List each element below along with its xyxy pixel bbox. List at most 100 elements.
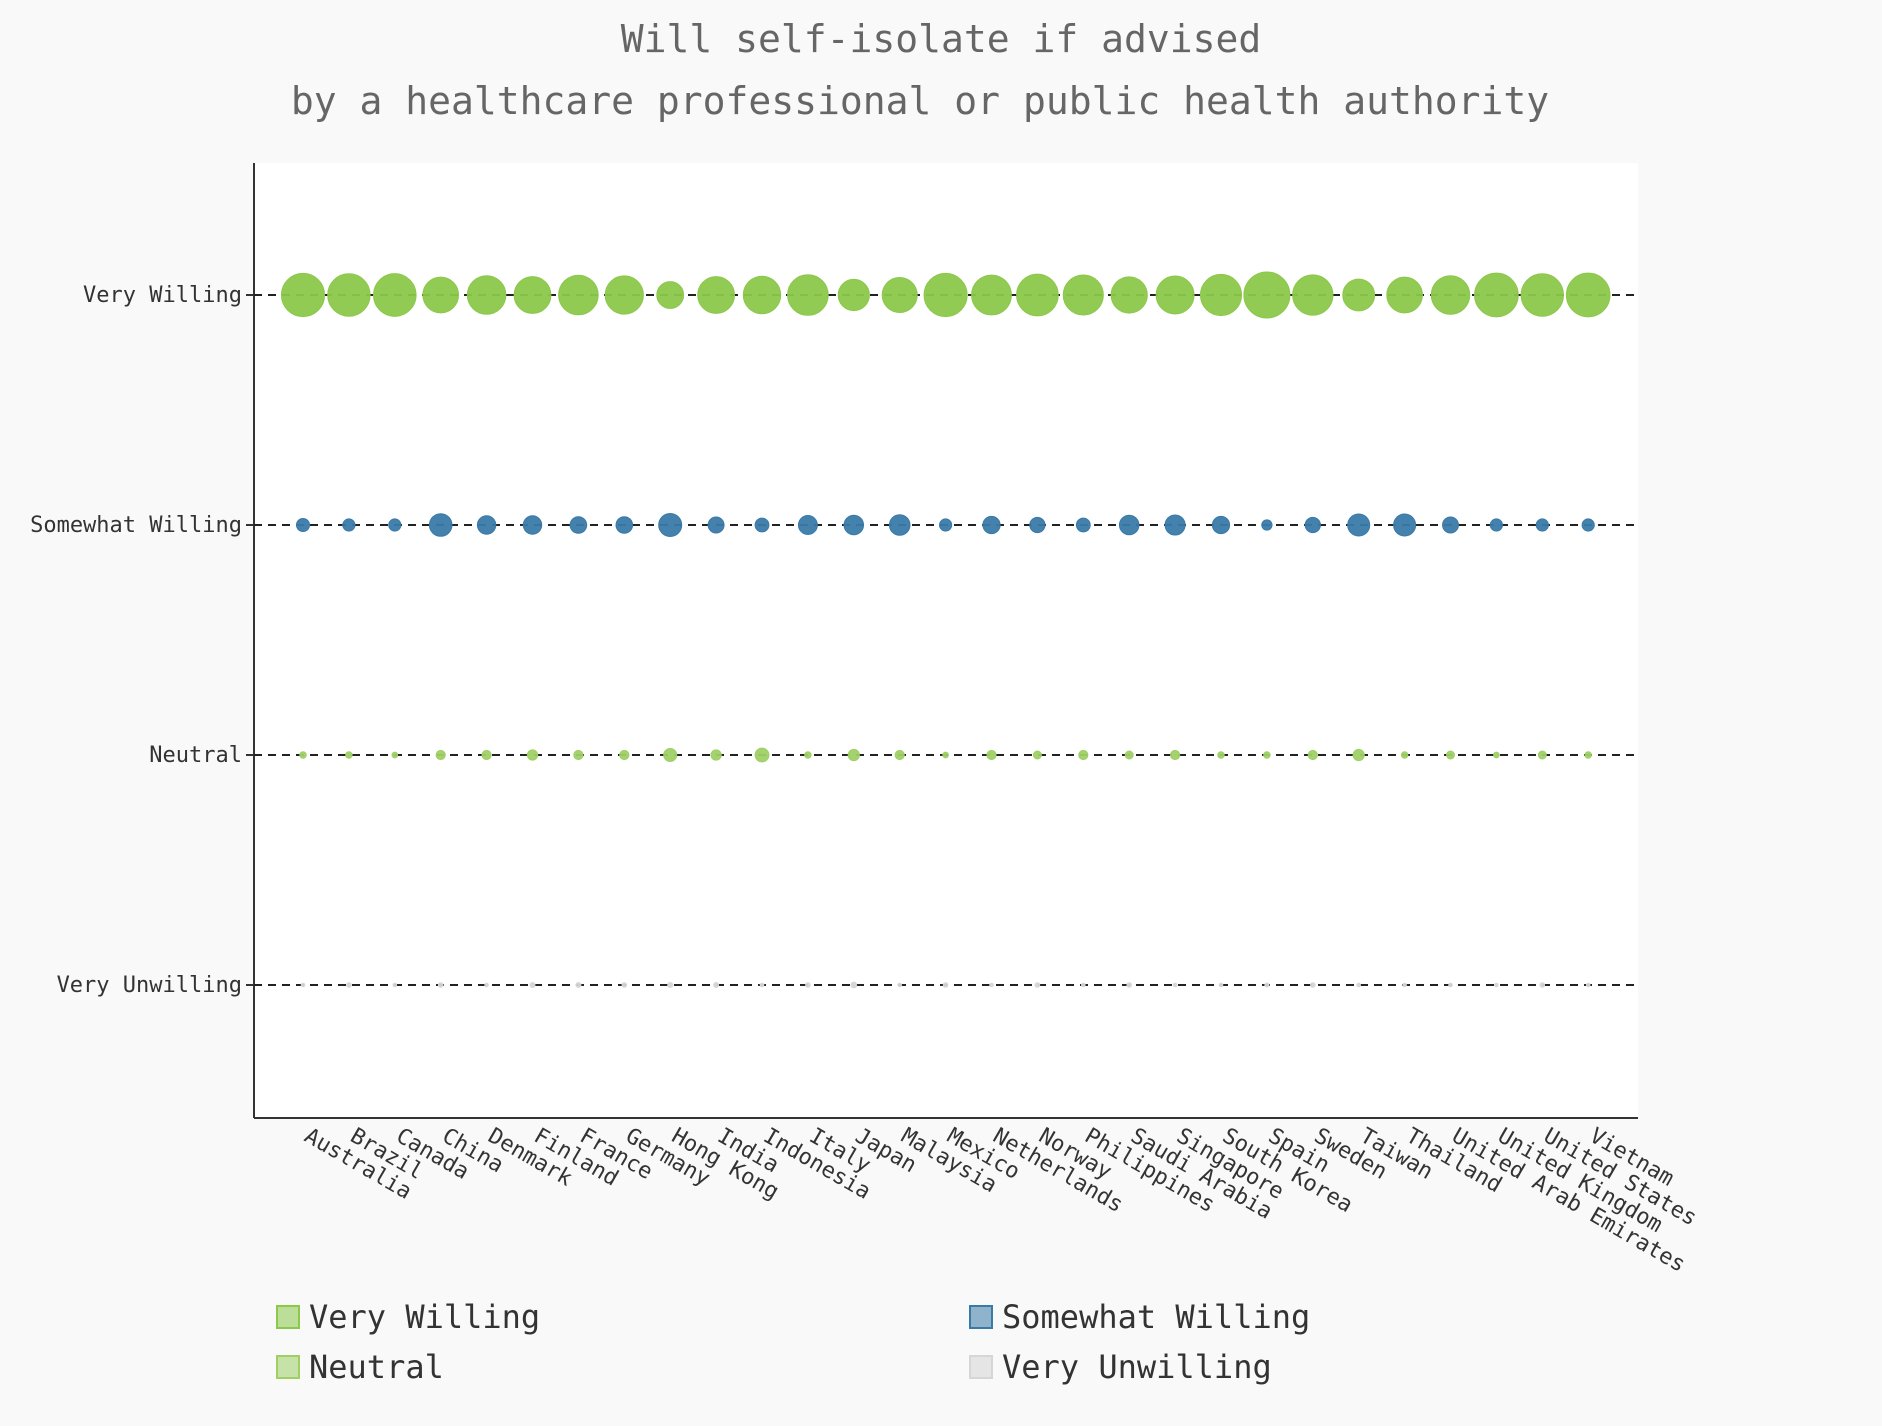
data-point: [986, 749, 997, 761]
data-point: [656, 281, 685, 309]
data-point: [1581, 518, 1595, 532]
data-point: [1217, 751, 1225, 759]
x-tick-labels: AustraliaBrazilCanadaChinaDenmarkFinland…: [300, 1124, 1701, 1278]
legend-label: Neutral: [309, 1348, 444, 1386]
data-point: [1016, 273, 1059, 317]
legend: Very Willing Somewhat Willing Neutral Very …: [276, 1298, 1310, 1386]
data-point: [1170, 749, 1181, 761]
data-point: [569, 516, 588, 534]
data-point: [1356, 982, 1361, 988]
data-point: [1243, 271, 1291, 319]
data-point: [837, 278, 870, 312]
data-point: [1402, 982, 1407, 988]
data-point: [1430, 275, 1471, 315]
y-tick-label: Neutral: [149, 743, 242, 768]
data-point: [388, 518, 402, 532]
data-point: [481, 749, 492, 761]
data-point: [1520, 273, 1565, 317]
data-point: [1155, 275, 1195, 315]
data-point: [1124, 750, 1134, 760]
chart-subtitle: by a healthcare professional or public h…: [291, 79, 1549, 123]
legend-label: Somewhat Willing: [1002, 1298, 1310, 1336]
data-point: [850, 981, 858, 989]
data-point: [1126, 982, 1132, 988]
data-point: [372, 273, 417, 317]
data-point: [619, 749, 630, 761]
data-point: [1537, 750, 1547, 760]
data-point: [942, 751, 949, 759]
data-point: [1075, 517, 1091, 533]
y-tick-labels: Very Willing Somewhat Willing Neutral Very …: [30, 283, 254, 998]
data-point: [759, 982, 765, 988]
data-point: [923, 272, 968, 318]
legend-swatch: [276, 1305, 300, 1329]
data-point: [466, 275, 507, 315]
data-point: [804, 751, 812, 759]
legend-label: Very Willing: [309, 1298, 540, 1336]
data-point: [526, 749, 539, 761]
data-point: [713, 981, 720, 989]
data-point: [1199, 273, 1243, 317]
data-point: [295, 517, 311, 533]
data-point: [484, 982, 489, 988]
data-point: [342, 518, 356, 532]
data-point: [939, 518, 953, 532]
chart-title: Will self-isolate if advised: [621, 17, 1262, 61]
series-1: [295, 513, 1595, 537]
data-point: [754, 517, 770, 533]
data-point: [1565, 272, 1611, 318]
data-point: [805, 982, 811, 988]
legend-swatch: [969, 1305, 993, 1329]
data-point: [667, 981, 674, 989]
data-point: [1584, 751, 1592, 759]
data-point: [1264, 982, 1270, 988]
legend-swatch: [969, 1355, 993, 1379]
data-point: [615, 516, 634, 534]
data-point: [1539, 982, 1546, 988]
data-point: [1448, 982, 1453, 988]
data-point: [1535, 518, 1549, 532]
data-point: [1489, 518, 1503, 532]
data-point: [476, 515, 497, 535]
data-point: [529, 981, 536, 989]
data-point: [1352, 748, 1365, 762]
data-point: [1342, 278, 1376, 312]
series-3: [300, 981, 1591, 989]
data-point: [843, 514, 865, 536]
data-point: [1446, 750, 1455, 760]
data-point: [1110, 276, 1148, 314]
data-point: [435, 749, 446, 761]
data-point: [1078, 749, 1089, 761]
data-point: [989, 982, 994, 988]
data-point: [897, 982, 903, 988]
data-point: [1029, 516, 1046, 534]
data-point: [558, 274, 599, 316]
data-point: [1393, 513, 1417, 537]
data-point: [327, 273, 371, 317]
data-point: [1494, 982, 1499, 988]
data-point: [280, 272, 326, 318]
legend-swatch: [276, 1355, 300, 1379]
data-point: [707, 516, 725, 534]
data-point: [513, 276, 552, 314]
data-point: [1034, 982, 1041, 988]
data-point: [754, 747, 770, 763]
data-point: [1081, 982, 1086, 988]
y-tick-label: Somewhat Willing: [30, 513, 242, 538]
data-point: [658, 513, 683, 537]
y-tick-label: Very Unwilling: [57, 973, 242, 998]
data-point: [1310, 982, 1316, 988]
data-point: [797, 515, 818, 535]
data-point: [1307, 749, 1318, 761]
legend-label: Very Unwilling: [1002, 1348, 1272, 1386]
data-point: [1032, 750, 1042, 760]
data-point: [437, 982, 444, 988]
data-point: [1062, 274, 1104, 316]
data-point: [787, 274, 829, 316]
data-point: [1474, 272, 1519, 318]
data-point: [847, 748, 860, 762]
data-point: [621, 982, 628, 988]
series-2: [299, 747, 1592, 763]
